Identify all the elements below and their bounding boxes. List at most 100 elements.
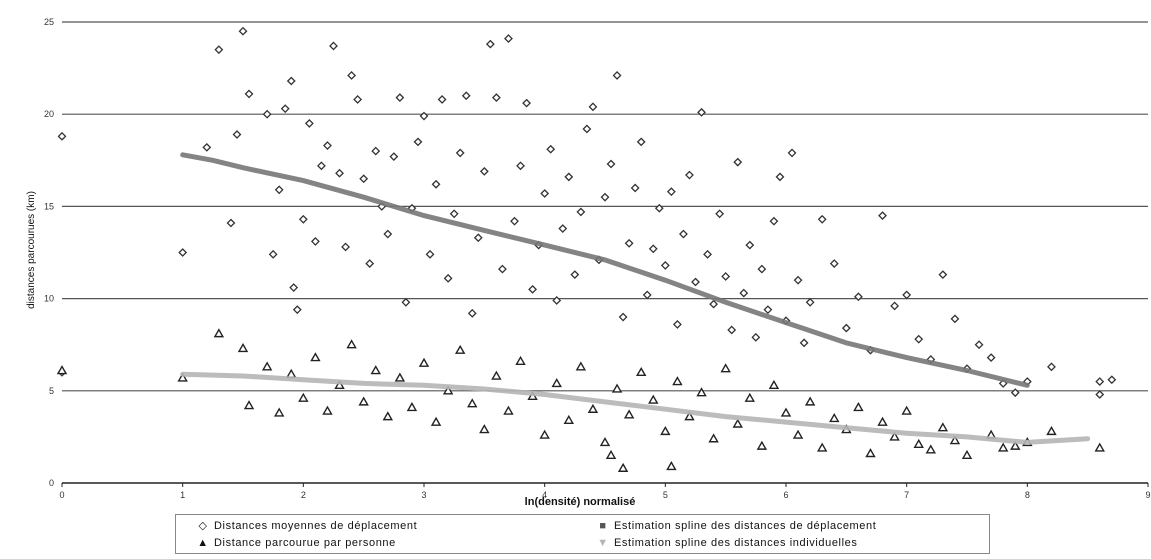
diamond-point: [612, 71, 622, 80]
diamond-point: [467, 308, 477, 318]
diamond-point: [763, 305, 773, 315]
diamond-point: [540, 189, 550, 198]
diamond-point: [841, 323, 851, 333]
diamond-point: [516, 161, 525, 171]
diamond-point: [510, 216, 519, 226]
diamond-point: [425, 249, 435, 259]
x-tick-label: 7: [904, 490, 909, 500]
diamond-point: [799, 338, 809, 348]
triangle-point: [732, 418, 743, 428]
diamond-point: [757, 264, 767, 274]
diamond-point: [528, 284, 538, 294]
diamond-point: [504, 34, 513, 44]
diamond-point: [226, 218, 236, 228]
diamond-point: [449, 209, 459, 219]
diamond-point: [57, 131, 67, 141]
triangle-point: [816, 442, 828, 452]
diamond-point: [232, 130, 242, 139]
diamond-point: [727, 325, 737, 335]
triangle-point: [358, 396, 369, 406]
x-tick-label: 2: [301, 490, 306, 500]
diamond-point: [739, 288, 749, 298]
triangle-point: [623, 409, 635, 419]
triangle-point: [804, 396, 816, 406]
triangle-point: [660, 425, 671, 436]
triangle-point: [243, 400, 255, 410]
gridlines: [62, 21, 1148, 392]
diamond-marker-icon: ◇: [198, 520, 208, 532]
triangle-point: [1094, 442, 1105, 452]
diamond-point: [829, 259, 839, 268]
triangle-point: [744, 392, 756, 402]
diamond-point: [310, 237, 320, 246]
triangle-point: [605, 449, 617, 460]
diamond-point: [289, 283, 299, 292]
triangle-point: [1046, 425, 1057, 436]
diamond-point: [329, 41, 338, 51]
y-tick-label: 20: [44, 109, 54, 119]
triangle-point: [418, 357, 430, 367]
diamond-point: [793, 275, 803, 285]
diamond-point: [286, 76, 296, 86]
diamond-point: [679, 229, 688, 239]
data-points: [56, 26, 1117, 472]
diamond-point: [353, 95, 363, 104]
y-axis-title: distances parcourues (km): [26, 191, 37, 309]
triangle-point: [430, 416, 442, 426]
diamond-point: [660, 260, 670, 270]
legend: ◇ Distances moyennes de déplacement ▲ Dist…: [175, 514, 990, 554]
diamond-point: [214, 45, 224, 55]
triangle-point: [768, 379, 780, 389]
triangle-point: [551, 378, 562, 388]
diamond-point: [473, 233, 483, 243]
diamond-point: [1095, 377, 1105, 386]
diamond-point: [491, 93, 501, 103]
triangle-point: [961, 449, 973, 460]
diamond-point: [570, 270, 580, 280]
triangle-point: [177, 372, 188, 382]
spline-line: [180, 152, 1030, 388]
diamond-point: [691, 277, 700, 287]
y-tick-label: 25: [44, 17, 54, 27]
diamond-point: [558, 224, 568, 233]
x-tick-label: 1: [180, 490, 185, 500]
diamond-point: [371, 146, 381, 156]
diamond-point: [853, 292, 863, 302]
diamond-point: [389, 152, 399, 162]
diamond-point: [341, 242, 350, 252]
diamond-point: [817, 214, 827, 224]
triangle-marker-icon: ▲: [197, 537, 209, 549]
legend-label: Distance parcourue par personne: [214, 537, 396, 549]
diamond-point: [630, 183, 640, 193]
diamond-point: [648, 244, 658, 254]
diamond-point: [787, 148, 797, 158]
triangle-point: [913, 438, 924, 448]
triangle-point: [213, 328, 225, 338]
legend-item-distances-moyennes: ◇ Distances moyennes de déplacement: [196, 519, 417, 533]
diamond-point: [745, 240, 755, 250]
diamond-point: [317, 161, 326, 171]
triangle-point: [997, 442, 1009, 452]
diamond-point: [588, 102, 598, 112]
triangle-point: [829, 413, 840, 423]
diamond-point: [950, 314, 960, 324]
triangle-point: [684, 411, 695, 421]
triangle-point: [937, 422, 949, 432]
diamond-point: [1107, 375, 1117, 385]
diamond-point: [751, 332, 761, 342]
diamond-point: [703, 249, 712, 259]
diamond-point: [642, 290, 652, 300]
diamond-point: [697, 107, 706, 117]
triangle-point: [479, 424, 490, 434]
diamond-point: [733, 157, 743, 167]
square-marker-icon: ■: [599, 520, 607, 532]
diamond-point: [485, 39, 495, 49]
diamond-point: [178, 248, 188, 257]
diamond-point: [636, 137, 646, 147]
diamond-point: [654, 203, 664, 213]
triangle-point: [949, 435, 961, 445]
axes: [61, 482, 1149, 487]
scatter-chart: 0 5 10 15 20 25 0 1 2 3 4 5 6 7 8 9 ln(densité) normali…: [26, 17, 1151, 508]
triangle-point: [780, 407, 792, 417]
triangle-point: [599, 437, 611, 447]
